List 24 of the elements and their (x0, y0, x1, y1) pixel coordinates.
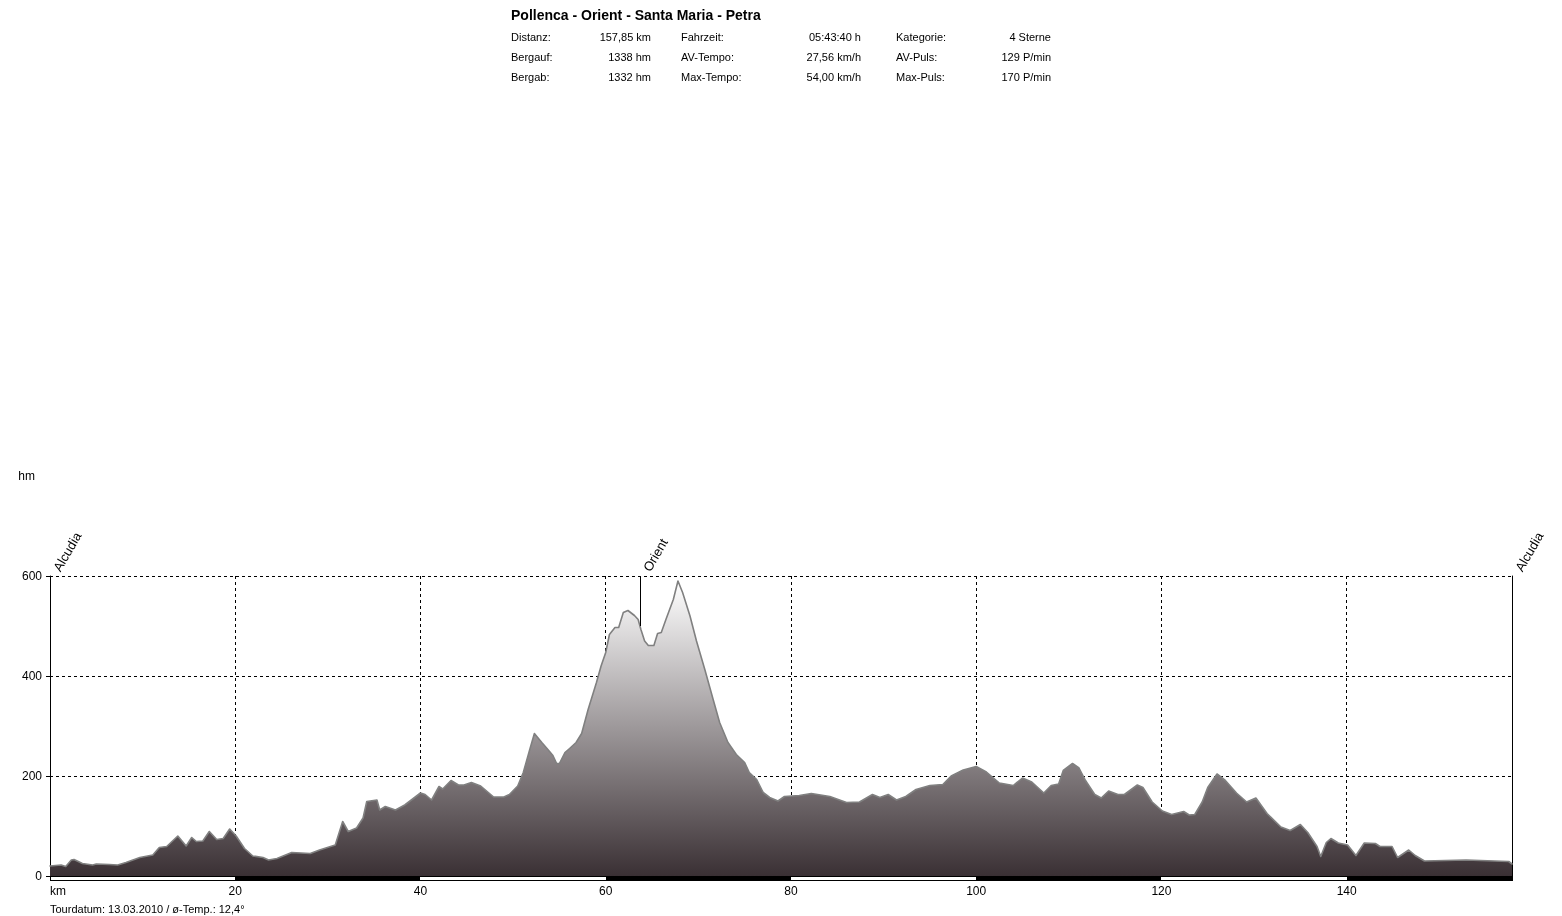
text: Max-Tempo: 54,00 km/h (681, 71, 861, 83)
x-tick-label: 120 (1151, 884, 1172, 898)
y-tick-label: 0 (35, 869, 43, 883)
text: hm (18, 469, 35, 483)
text: AV-Puls: 129 P/min (896, 51, 1051, 63)
x-tick-label: 140 (1336, 884, 1358, 898)
text: Fahrzeit: 05:43:40 h (681, 31, 861, 43)
y-tick-label: 200 (21, 769, 43, 783)
x-tick-label: 20 (228, 884, 243, 898)
x-tick-label: 60 (599, 884, 613, 898)
x-axis-title: km (50, 884, 66, 898)
x-tick-label: 80 (784, 884, 798, 898)
y-tick-label: 400 (21, 669, 43, 683)
text: AV-Tempo: 27,56 km/h (681, 51, 861, 63)
text: Bergab: 1332 hm (511, 71, 651, 83)
text: Distanz: 157,85 km (511, 31, 651, 43)
text: Tourdatum: 13.03.2010 / ø-Temp.: 12,4° (50, 903, 245, 915)
x-tick-label: 40 (413, 884, 428, 898)
x-tick-label: 100 (966, 884, 987, 898)
text: Max-Puls: 170 P/min (896, 71, 1051, 83)
y-tick-label: 600 (21, 569, 43, 583)
chart-title: Pollenca - Orient - Santa Maria - Petra (511, 7, 761, 23)
text: Bergauf: 1338 hm (511, 51, 651, 63)
text: Kategorie: 4 Sterne (896, 31, 1051, 43)
